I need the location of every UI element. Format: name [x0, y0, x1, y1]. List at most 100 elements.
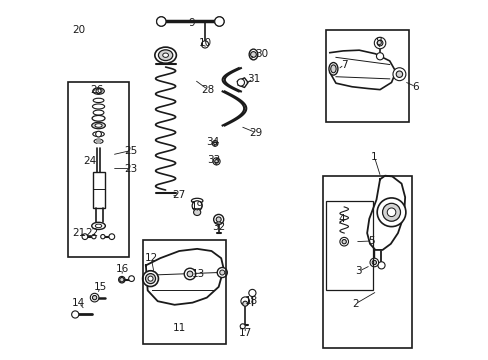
Circle shape [120, 278, 124, 282]
Circle shape [373, 37, 385, 49]
Ellipse shape [92, 122, 105, 129]
Circle shape [386, 208, 395, 217]
Bar [325, 201, 372, 291]
Text: 32: 32 [212, 222, 225, 232]
Circle shape [369, 258, 378, 267]
Circle shape [240, 324, 244, 329]
Ellipse shape [158, 50, 172, 60]
Circle shape [217, 267, 227, 278]
Circle shape [339, 237, 348, 246]
Ellipse shape [93, 88, 104, 94]
Circle shape [219, 270, 224, 275]
Circle shape [242, 301, 247, 306]
Circle shape [376, 198, 405, 226]
Ellipse shape [249, 49, 257, 60]
Text: 26: 26 [90, 85, 103, 95]
Circle shape [72, 311, 79, 318]
Ellipse shape [92, 222, 105, 229]
Circle shape [248, 289, 255, 297]
Circle shape [184, 268, 195, 280]
Ellipse shape [93, 98, 104, 103]
Text: 4: 4 [338, 215, 345, 224]
Text: 2: 2 [352, 299, 358, 309]
Polygon shape [366, 176, 405, 250]
Circle shape [128, 276, 134, 282]
Text: 18: 18 [244, 296, 258, 306]
Bar [325, 30, 408, 122]
Text: 3: 3 [354, 266, 361, 276]
Circle shape [214, 17, 224, 26]
Ellipse shape [191, 198, 203, 203]
Ellipse shape [156, 17, 165, 26]
Ellipse shape [119, 276, 125, 283]
Text: 10: 10 [198, 38, 211, 48]
Text: 20: 20 [72, 25, 85, 35]
Circle shape [82, 234, 88, 239]
Circle shape [376, 40, 382, 46]
Text: 19: 19 [190, 201, 203, 211]
Text: 11: 11 [172, 323, 185, 333]
Circle shape [187, 271, 192, 277]
Circle shape [148, 276, 153, 281]
Ellipse shape [192, 201, 202, 211]
Circle shape [213, 142, 216, 145]
Text: 17: 17 [238, 328, 251, 338]
Text: 14: 14 [72, 298, 85, 308]
Circle shape [145, 274, 155, 284]
Circle shape [156, 17, 165, 26]
Bar [68, 82, 129, 257]
Text: 12: 12 [144, 253, 158, 263]
Circle shape [377, 262, 384, 269]
Circle shape [96, 89, 101, 94]
Circle shape [214, 159, 218, 163]
Bar [143, 240, 225, 344]
Circle shape [142, 271, 158, 287]
Circle shape [392, 68, 405, 81]
Text: 8: 8 [374, 37, 381, 47]
Bar [322, 176, 411, 348]
Circle shape [109, 234, 115, 239]
Text: 30: 30 [255, 49, 268, 59]
Text: 34: 34 [206, 138, 219, 147]
Circle shape [212, 158, 220, 165]
Circle shape [92, 234, 96, 239]
Text: 9: 9 [188, 18, 194, 28]
Ellipse shape [95, 124, 102, 127]
Text: 21: 21 [72, 228, 85, 238]
Ellipse shape [92, 104, 104, 109]
Ellipse shape [155, 47, 176, 63]
Ellipse shape [330, 65, 335, 73]
Circle shape [201, 41, 208, 48]
Text: 23: 23 [123, 163, 137, 174]
Ellipse shape [95, 224, 102, 228]
Circle shape [250, 51, 256, 57]
Text: 1: 1 [370, 152, 377, 162]
Text: 25: 25 [123, 145, 137, 156]
Circle shape [376, 53, 383, 60]
Circle shape [90, 293, 99, 302]
Ellipse shape [94, 139, 103, 143]
Circle shape [395, 71, 402, 77]
Text: 24: 24 [83, 156, 96, 166]
Circle shape [241, 297, 249, 306]
Circle shape [382, 203, 400, 221]
Text: 15: 15 [94, 282, 107, 292]
Text: 28: 28 [201, 85, 214, 95]
Text: 27: 27 [172, 190, 185, 200]
Text: 7: 7 [340, 59, 347, 69]
Circle shape [237, 79, 244, 86]
Ellipse shape [163, 53, 168, 57]
Circle shape [213, 215, 223, 225]
Polygon shape [145, 249, 223, 305]
Circle shape [212, 140, 218, 146]
Circle shape [341, 239, 346, 244]
Circle shape [216, 217, 221, 222]
Ellipse shape [93, 132, 104, 136]
Text: 31: 31 [246, 74, 260, 84]
Bar [93, 172, 105, 208]
Polygon shape [329, 50, 395, 90]
Ellipse shape [93, 110, 104, 115]
Text: 5: 5 [368, 236, 374, 246]
Text: 33: 33 [207, 155, 220, 165]
Circle shape [101, 234, 105, 239]
